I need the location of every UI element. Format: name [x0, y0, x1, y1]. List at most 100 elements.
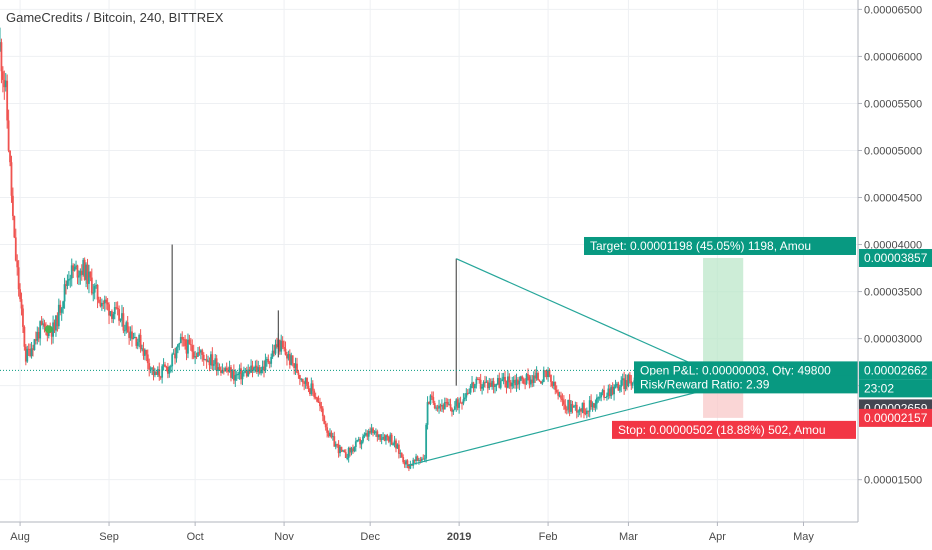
candle — [301, 378, 304, 387]
candle-body — [0, 42, 1, 48]
candle — [55, 314, 57, 337]
candle — [168, 365, 171, 378]
candle-body — [485, 381, 488, 383]
candle — [131, 325, 133, 347]
candle — [465, 388, 468, 402]
candle-body — [478, 379, 481, 381]
candle-body — [370, 428, 373, 433]
candle — [72, 263, 75, 278]
candle — [614, 379, 617, 389]
candle — [478, 377, 481, 384]
candle — [73, 263, 76, 272]
candle-body — [96, 284, 99, 300]
candle — [0, 27, 1, 52]
candle — [558, 391, 561, 398]
candle — [300, 378, 303, 382]
candle — [205, 354, 208, 369]
candle — [122, 307, 125, 334]
candle-body — [581, 402, 584, 412]
candle — [389, 432, 392, 447]
candle-body — [403, 462, 406, 465]
candle-body — [195, 356, 198, 358]
candle — [538, 379, 541, 382]
candle — [109, 311, 112, 317]
candle-body — [230, 367, 232, 378]
candle-body — [85, 264, 87, 280]
candle — [377, 434, 380, 440]
candle — [204, 358, 207, 361]
candle-body — [237, 374, 240, 376]
candle — [118, 305, 120, 326]
candle — [448, 398, 450, 406]
y-tick-label: 0.00004500 — [864, 193, 922, 205]
candle — [50, 330, 53, 345]
candle — [294, 357, 297, 376]
candle-body — [367, 431, 370, 437]
candle — [453, 401, 456, 411]
candle-body — [0, 42, 3, 72]
candle-body — [245, 370, 248, 377]
candle-body — [78, 275, 80, 278]
candle-body — [111, 311, 113, 319]
candle-body — [59, 304, 62, 313]
candle — [624, 374, 627, 392]
candle-body — [575, 404, 578, 413]
time-axis-background[interactable] — [0, 522, 858, 550]
candle-body — [26, 348, 29, 362]
candle — [184, 334, 186, 350]
candle — [517, 377, 519, 389]
candle — [531, 374, 534, 388]
candle-body — [202, 354, 205, 360]
candle-body — [108, 304, 110, 316]
candle-body — [466, 392, 469, 394]
candle — [472, 381, 475, 393]
x-tick-label: Dec — [360, 531, 380, 543]
risk-reward-label-text: Risk/Reward Ratio: 2.39 — [640, 377, 770, 391]
candle — [548, 368, 551, 378]
target-label-bg — [584, 236, 856, 255]
candle — [594, 399, 597, 412]
candle-body — [118, 309, 120, 321]
candle-body — [474, 384, 476, 389]
candle-body — [524, 383, 527, 385]
candle-body — [155, 371, 158, 375]
candle — [515, 373, 518, 392]
x-tick-label: Aug — [10, 531, 30, 543]
candle-body — [396, 444, 399, 449]
candle — [514, 374, 516, 389]
candle — [343, 449, 346, 453]
y-tick-label: 0.00006500 — [864, 4, 922, 16]
candle — [428, 401, 430, 405]
candle — [179, 333, 182, 344]
candle — [244, 367, 247, 374]
candle-body — [603, 390, 605, 398]
candle-body — [519, 376, 522, 381]
risk-reward-label-bg — [634, 375, 858, 394]
y-tick-label: 0.00005000 — [864, 145, 922, 157]
candle — [161, 364, 164, 384]
candle-body — [113, 307, 116, 315]
candle — [326, 422, 329, 438]
candle — [616, 381, 618, 389]
candle — [158, 362, 161, 381]
candle — [330, 430, 333, 439]
candle-body — [376, 431, 379, 438]
candle-body — [419, 459, 422, 461]
candle-body — [613, 386, 615, 395]
candle — [390, 432, 393, 446]
candle — [234, 369, 237, 387]
candle-body — [514, 379, 516, 386]
candle — [9, 150, 11, 167]
candle-body — [62, 301, 65, 309]
candle — [509, 380, 512, 393]
candle — [422, 454, 425, 460]
candle-body — [590, 400, 593, 408]
candle-body — [618, 386, 621, 391]
candle — [393, 435, 396, 448]
candle — [369, 427, 372, 435]
candle — [565, 406, 568, 415]
candle-body — [512, 379, 515, 383]
candle — [288, 349, 291, 369]
candle-body — [303, 382, 306, 384]
